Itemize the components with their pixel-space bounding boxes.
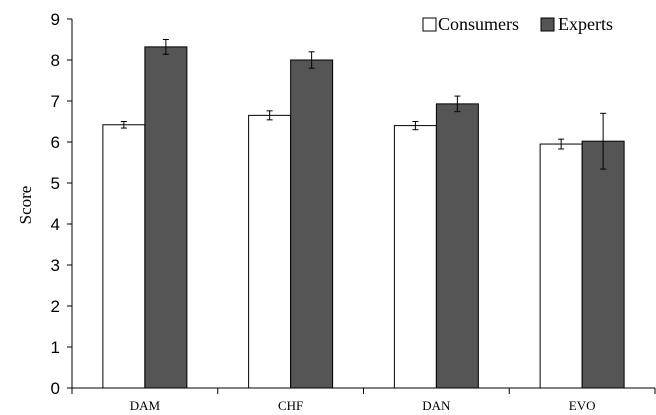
y-tick-label: 8	[51, 51, 60, 70]
bar-experts-chf	[290, 59, 334, 389]
x-category-label: EVO	[569, 398, 596, 413]
legend-swatch-experts	[540, 17, 555, 32]
x-category-label: CHF	[278, 398, 303, 413]
bar-consumers-chf	[248, 114, 292, 389]
y-tick-label: 5	[51, 174, 60, 193]
y-tick-label: 2	[51, 297, 60, 316]
bar-consumers-dam	[102, 124, 146, 389]
x-axis: DAM CHF DAN EVO	[71, 387, 656, 413]
bar-experts-dam	[144, 46, 188, 389]
y-tick-label: 7	[51, 92, 60, 111]
y-axis: 0 1 2 3 4 5 6 7 8 9	[51, 10, 73, 398]
legend-label-experts: Experts	[558, 14, 613, 34]
y-tick-label: 4	[51, 215, 60, 234]
bar-experts-evo	[581, 140, 625, 389]
y-tick-label: 6	[51, 133, 60, 152]
y-tick-label: 9	[51, 10, 60, 29]
bars	[102, 39, 625, 389]
y-tick-label: 0	[51, 379, 60, 398]
bar-experts-dan	[435, 103, 479, 389]
y-axis-title: Score	[16, 186, 35, 225]
bar-consumers-evo	[539, 143, 583, 389]
x-category-label: DAN	[422, 398, 451, 413]
legend-label-consumers: Consumers	[438, 14, 519, 34]
x-category-label: DAM	[130, 398, 161, 413]
legend: Consumers Experts	[422, 14, 613, 34]
legend-swatch-consumers	[422, 17, 437, 32]
y-tick-label: 3	[51, 256, 60, 275]
bar-consumers-dan	[393, 125, 437, 389]
y-tick-label: 1	[51, 338, 60, 357]
